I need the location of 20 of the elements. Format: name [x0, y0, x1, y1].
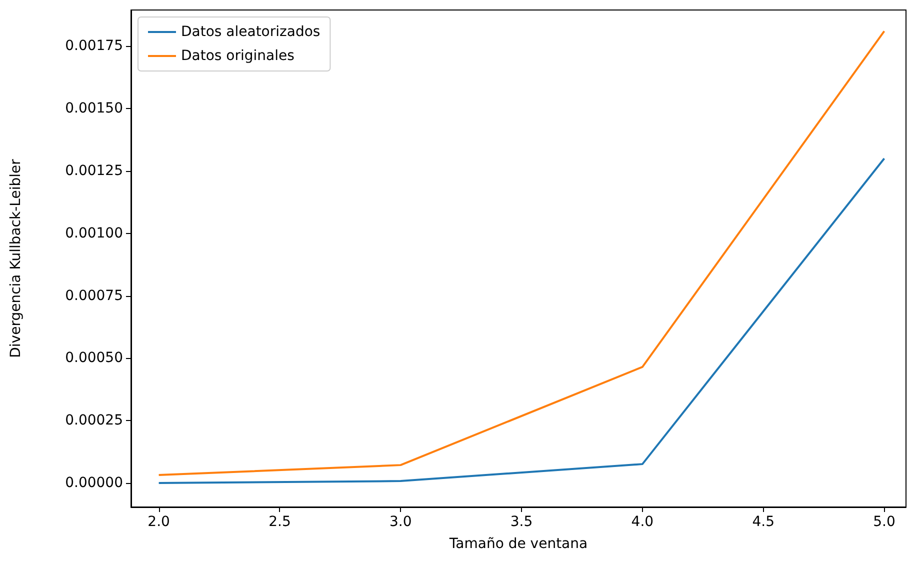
- x-tick-label: 2.0: [148, 514, 170, 530]
- x-tick-label: 4.5: [752, 514, 774, 530]
- legend-label: Datos originales: [181, 48, 294, 64]
- x-tick-label: 5.0: [873, 514, 896, 530]
- x-tick-label: 3.0: [389, 514, 412, 530]
- x-tick-label: 2.5: [268, 514, 291, 530]
- y-tick-label: 0.00150: [65, 100, 123, 117]
- y-axis-title: Divergencia Kullback-Leibler: [8, 158, 24, 358]
- y-tick-label: 0.00125: [65, 163, 123, 180]
- line-series: [158, 158, 886, 484]
- x-axis-title: Tamaño de ventana: [448, 536, 588, 552]
- y-tick-label: 0.00025: [65, 412, 123, 429]
- x-tick-label: 3.5: [510, 514, 533, 530]
- legend-label: Datos aleatorizados: [181, 24, 320, 40]
- y-tick-label: 0.00175: [65, 38, 123, 54]
- y-tick-label: 0.00000: [65, 475, 123, 492]
- y-tick-label: 0.00050: [65, 350, 123, 366]
- x-tick-label: 4.0: [631, 514, 654, 530]
- y-tick-label: 0.00100: [65, 225, 123, 242]
- y-tick-label: 0.00075: [65, 288, 123, 304]
